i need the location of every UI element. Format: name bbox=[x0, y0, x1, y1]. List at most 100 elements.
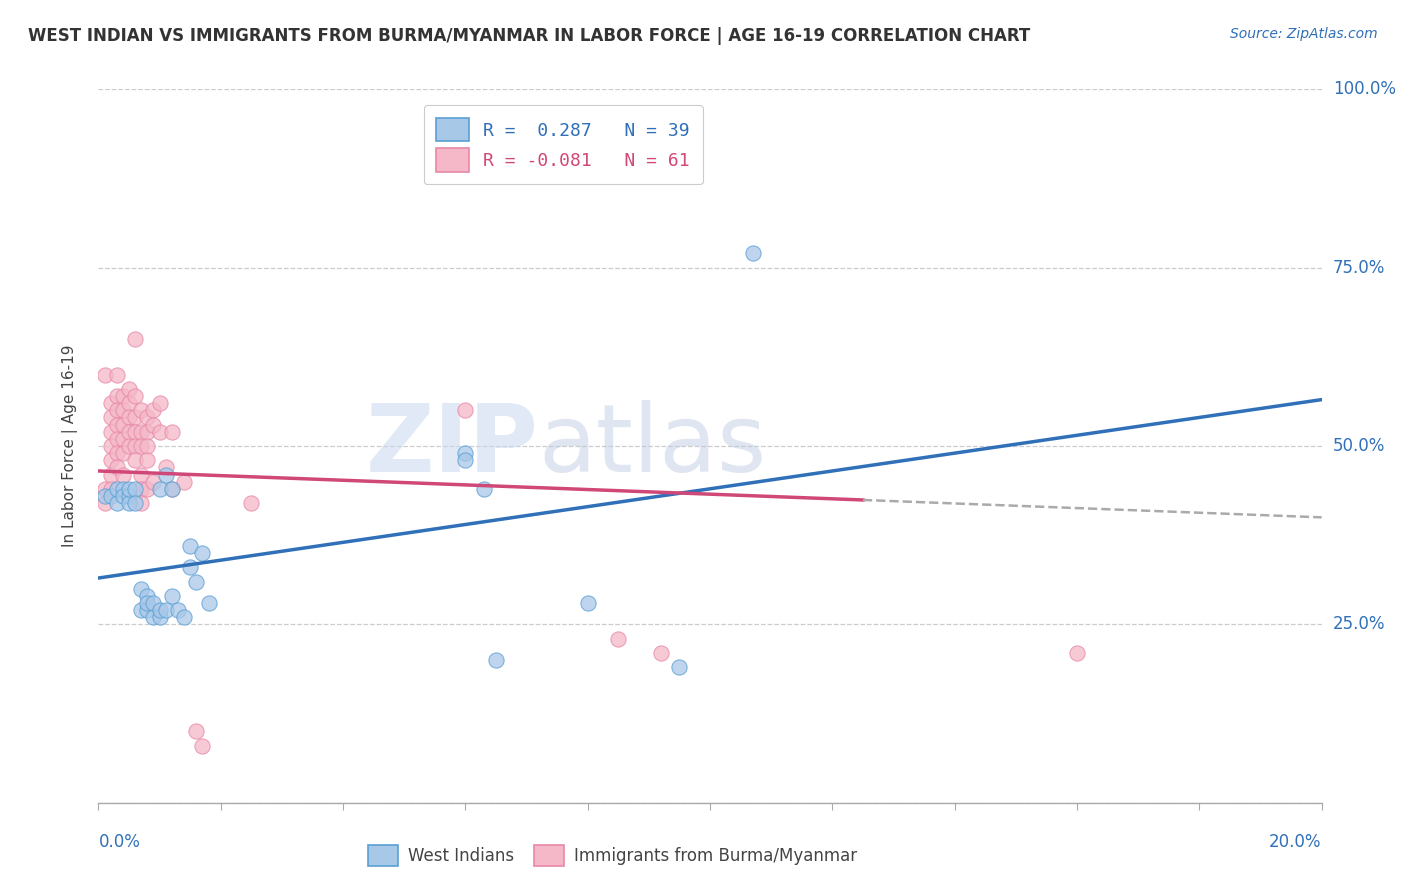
Point bbox=[650, 646, 672, 660]
Point bbox=[160, 589, 183, 603]
Point bbox=[93, 368, 115, 382]
Point bbox=[668, 660, 690, 674]
Point bbox=[136, 482, 159, 496]
Text: 0.0%: 0.0% bbox=[98, 833, 141, 851]
Point bbox=[607, 632, 630, 646]
Point bbox=[124, 439, 146, 453]
Text: 25.0%: 25.0% bbox=[1333, 615, 1385, 633]
Point bbox=[124, 332, 146, 346]
Point bbox=[124, 410, 146, 425]
Point bbox=[105, 496, 128, 510]
Point bbox=[136, 453, 159, 467]
Point bbox=[155, 603, 177, 617]
Point bbox=[124, 453, 146, 467]
Point bbox=[142, 417, 165, 432]
Point bbox=[741, 246, 763, 260]
Point bbox=[93, 496, 115, 510]
Point bbox=[454, 453, 477, 467]
Text: 100.0%: 100.0% bbox=[1333, 80, 1396, 98]
Point bbox=[118, 396, 141, 410]
Point bbox=[124, 425, 146, 439]
Point bbox=[93, 482, 115, 496]
Point bbox=[191, 739, 214, 753]
Point bbox=[100, 425, 122, 439]
Point bbox=[118, 489, 141, 503]
Point bbox=[197, 596, 219, 610]
Text: atlas: atlas bbox=[538, 400, 768, 492]
Point bbox=[167, 603, 190, 617]
Point bbox=[118, 425, 141, 439]
Point bbox=[136, 425, 159, 439]
Point bbox=[129, 467, 152, 482]
Text: 20.0%: 20.0% bbox=[1270, 833, 1322, 851]
Point bbox=[100, 482, 122, 496]
Point bbox=[124, 496, 146, 510]
Point bbox=[118, 410, 141, 425]
Point bbox=[149, 396, 172, 410]
Point bbox=[129, 496, 152, 510]
Point bbox=[1066, 646, 1088, 660]
Point bbox=[576, 596, 599, 610]
Point bbox=[240, 496, 263, 510]
Point bbox=[136, 596, 159, 610]
Point bbox=[129, 425, 152, 439]
Point bbox=[173, 475, 195, 489]
Point bbox=[472, 482, 495, 496]
Point bbox=[129, 582, 152, 596]
Point bbox=[186, 574, 208, 589]
Text: 50.0%: 50.0% bbox=[1333, 437, 1385, 455]
Point bbox=[191, 546, 214, 560]
Point bbox=[118, 496, 141, 510]
Point bbox=[105, 460, 128, 475]
Point bbox=[129, 482, 152, 496]
Point bbox=[155, 467, 177, 482]
Point bbox=[118, 439, 141, 453]
Point bbox=[111, 489, 134, 503]
Point bbox=[129, 439, 152, 453]
Point bbox=[149, 425, 172, 439]
Point bbox=[100, 489, 122, 503]
Point bbox=[124, 482, 146, 496]
Point bbox=[155, 460, 177, 475]
Text: ZIP: ZIP bbox=[366, 400, 538, 492]
Point bbox=[111, 432, 134, 446]
Point bbox=[111, 389, 134, 403]
Text: Source: ZipAtlas.com: Source: ZipAtlas.com bbox=[1230, 27, 1378, 41]
Point bbox=[100, 453, 122, 467]
Point bbox=[118, 382, 141, 396]
Point bbox=[136, 603, 159, 617]
Point bbox=[105, 446, 128, 460]
Point bbox=[179, 560, 201, 574]
Text: WEST INDIAN VS IMMIGRANTS FROM BURMA/MYANMAR IN LABOR FORCE | AGE 16-19 CORRELAT: WEST INDIAN VS IMMIGRANTS FROM BURMA/MYA… bbox=[28, 27, 1031, 45]
Point bbox=[111, 417, 134, 432]
Point bbox=[186, 724, 208, 739]
Point bbox=[105, 389, 128, 403]
Point bbox=[129, 403, 152, 417]
Point bbox=[111, 467, 134, 482]
Point bbox=[179, 539, 201, 553]
Point bbox=[149, 610, 172, 624]
Point bbox=[142, 475, 165, 489]
Point bbox=[136, 410, 159, 425]
Point bbox=[100, 467, 122, 482]
Point bbox=[142, 403, 165, 417]
Point bbox=[111, 403, 134, 417]
Point bbox=[93, 489, 115, 503]
Point bbox=[105, 417, 128, 432]
Point bbox=[105, 368, 128, 382]
Point bbox=[142, 596, 165, 610]
Point bbox=[105, 403, 128, 417]
Point bbox=[142, 610, 165, 624]
Text: 75.0%: 75.0% bbox=[1333, 259, 1385, 277]
Point bbox=[160, 425, 183, 439]
Point bbox=[160, 482, 183, 496]
Point bbox=[136, 439, 159, 453]
Point bbox=[173, 610, 195, 624]
Point bbox=[149, 603, 172, 617]
Point bbox=[136, 589, 159, 603]
Point bbox=[124, 389, 146, 403]
Point bbox=[105, 482, 128, 496]
Point bbox=[111, 446, 134, 460]
Y-axis label: In Labor Force | Age 16-19: In Labor Force | Age 16-19 bbox=[62, 344, 77, 548]
Point bbox=[100, 410, 122, 425]
